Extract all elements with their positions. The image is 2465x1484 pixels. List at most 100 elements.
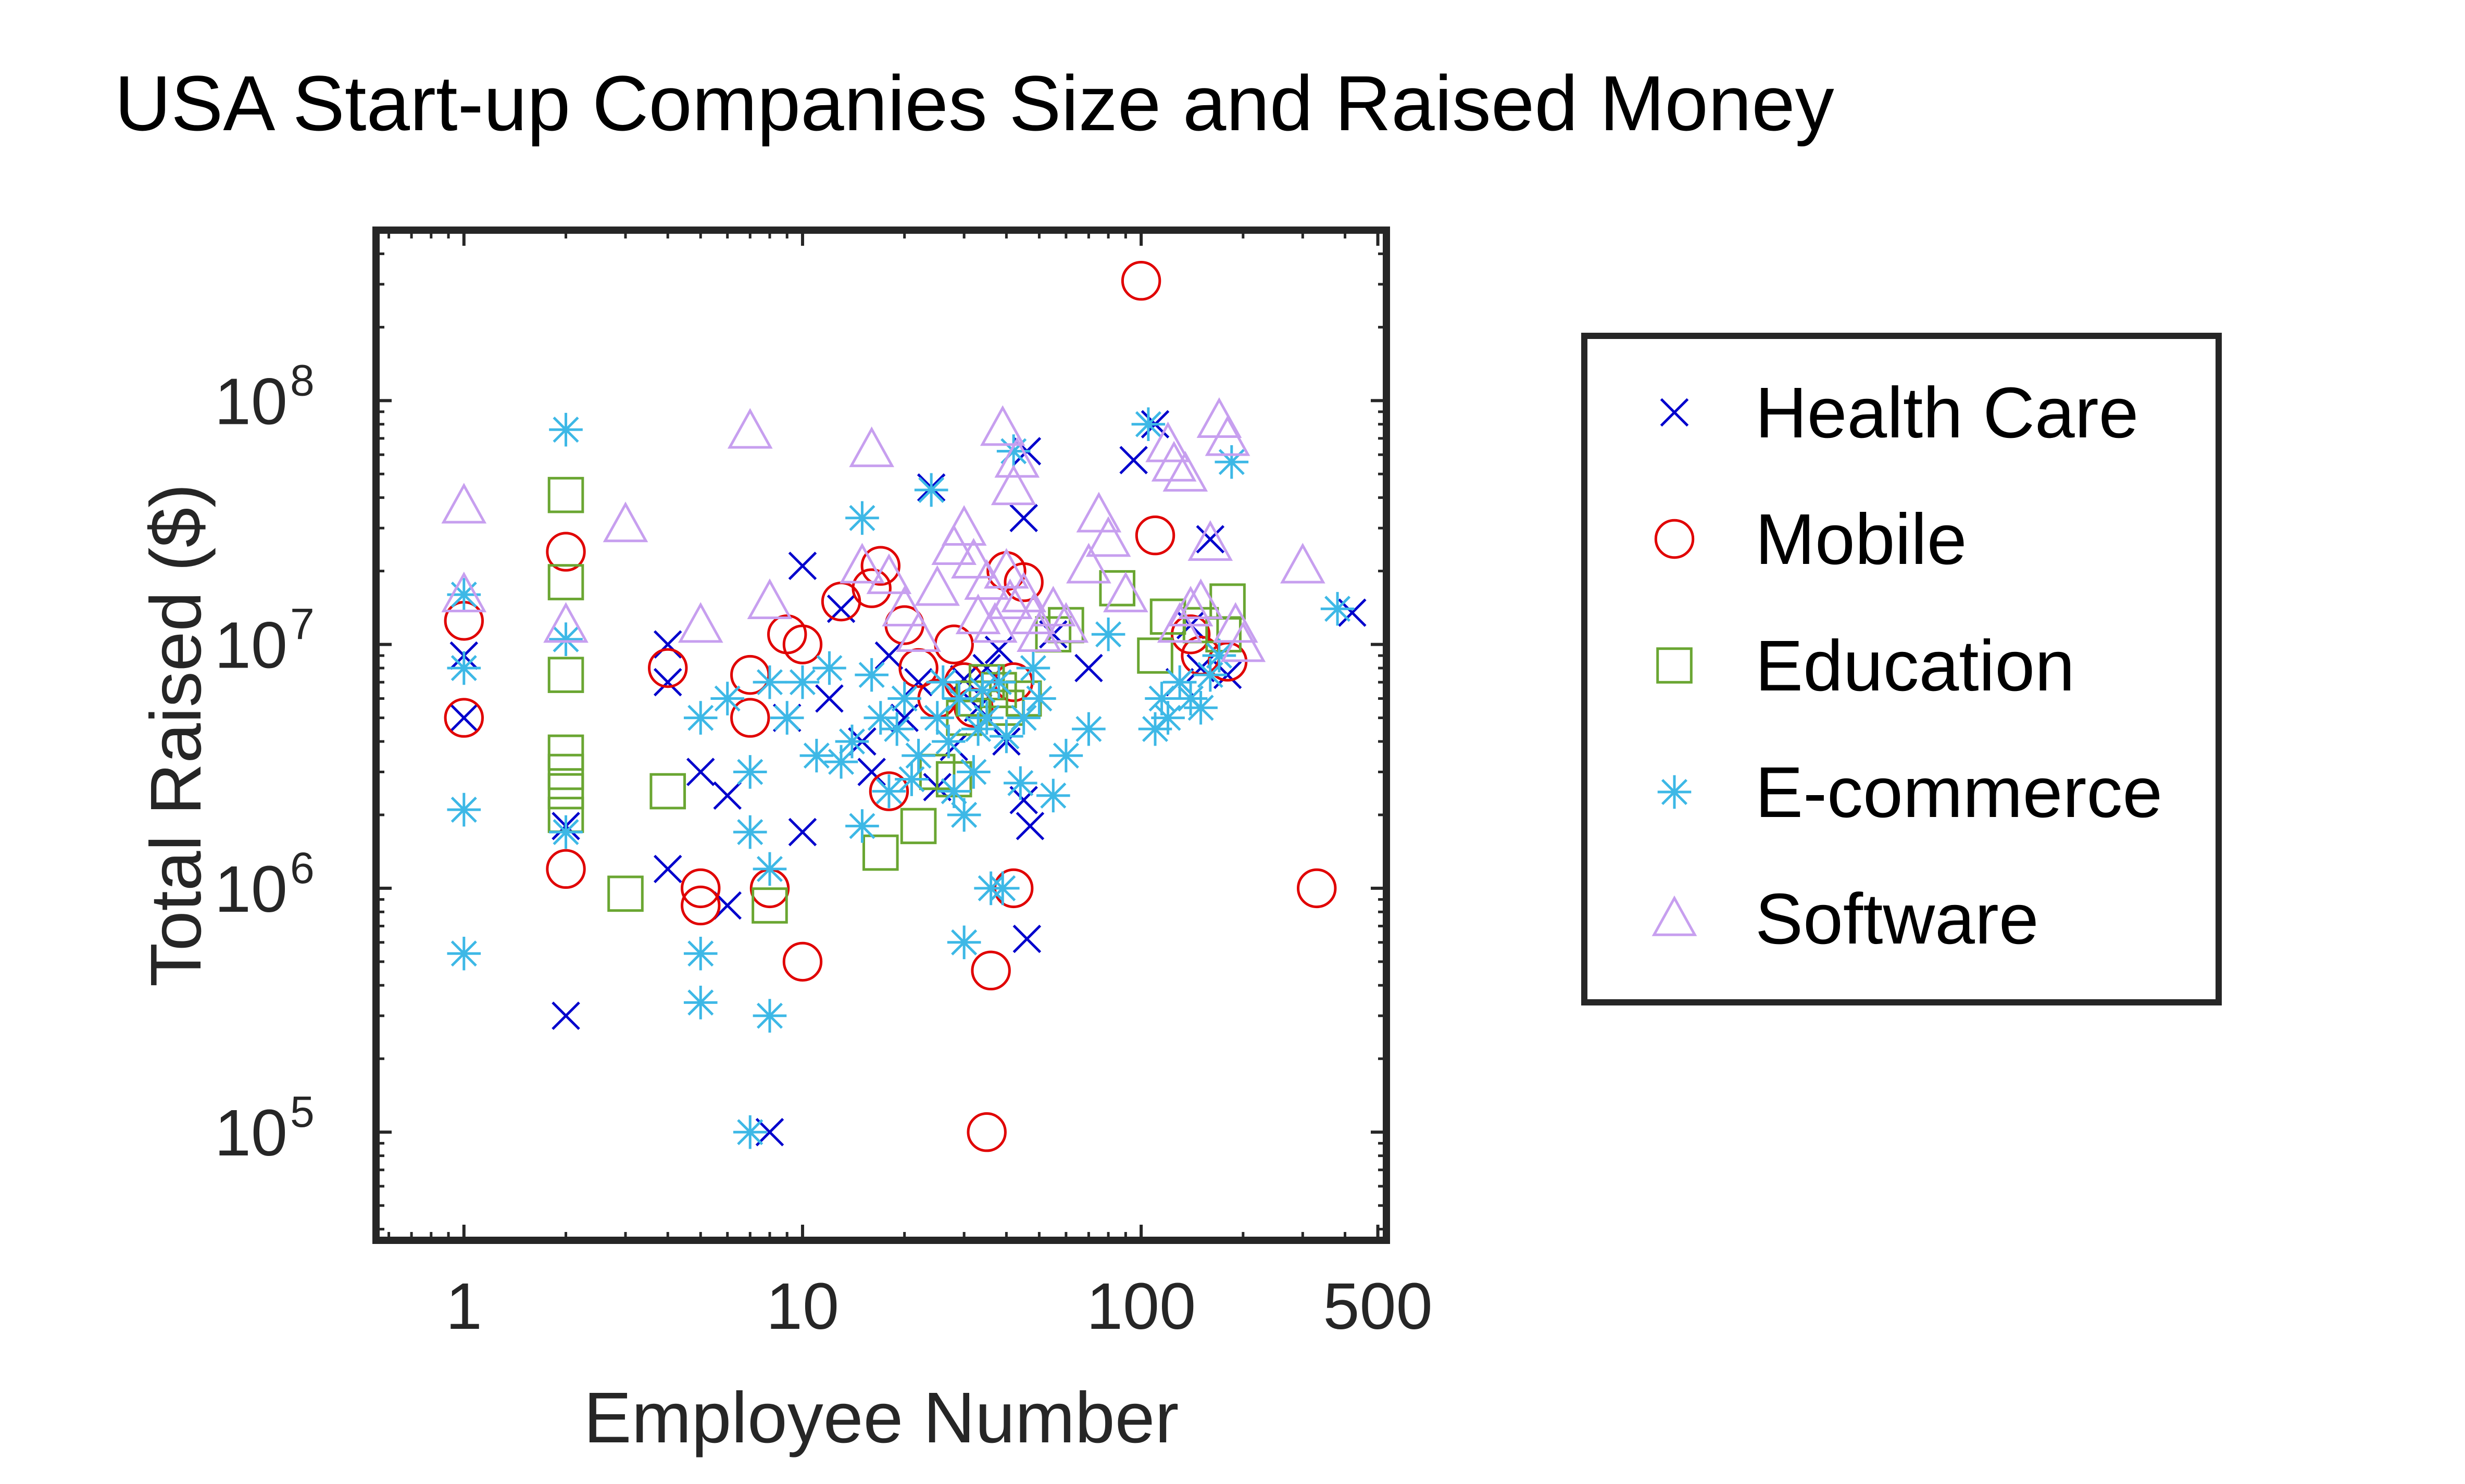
data-point [747, 578, 793, 619]
y-tick-label: 10 7 [215, 600, 315, 682]
data-point [733, 755, 767, 789]
data-point [904, 668, 933, 697]
data-point [972, 602, 1018, 643]
data-point [1066, 543, 1111, 584]
legend-label: Education [1755, 626, 2075, 706]
data-point [753, 999, 787, 1033]
data-point [1076, 492, 1122, 533]
data-point [1196, 397, 1242, 438]
data-point [869, 771, 909, 811]
data-point [546, 849, 586, 889]
data-point [1196, 525, 1225, 554]
data-point [991, 464, 1036, 506]
data-point [880, 712, 914, 746]
data-point [552, 1001, 580, 1030]
data-point [994, 437, 1040, 478]
data-point [1009, 786, 1038, 814]
data-point [964, 559, 1010, 600]
y-tick-base: 10 [215, 1096, 287, 1169]
legend-marker [1656, 647, 1693, 684]
data-point [874, 641, 904, 670]
legend-entry: Education [1656, 626, 2075, 706]
data-point [543, 602, 589, 643]
data-point [1074, 653, 1103, 683]
x-tick-label: 100 [1086, 1269, 1196, 1343]
data-point [449, 703, 479, 732]
data-point [549, 622, 583, 657]
y-tick-base: 10 [215, 852, 287, 926]
data-point [915, 565, 960, 606]
data-point [547, 657, 584, 693]
data-point [686, 758, 715, 786]
data-point [1085, 516, 1131, 557]
data-point [1297, 868, 1337, 909]
data-point [996, 434, 1031, 468]
legend-marker [1654, 519, 1695, 559]
data-point [1072, 712, 1106, 746]
data-point [547, 476, 584, 513]
data-point [1137, 637, 1173, 674]
data-point [1145, 421, 1191, 462]
data-point [770, 701, 804, 735]
legend-marker [1660, 398, 1689, 427]
data-point [849, 426, 895, 468]
data-point [1009, 504, 1038, 533]
data-point [1168, 585, 1213, 626]
y-tick-exponent: 6 [290, 844, 315, 892]
data-point [1016, 651, 1050, 685]
data-point [1016, 812, 1045, 840]
data-point [985, 871, 1020, 906]
data-point [862, 834, 899, 871]
data-point [990, 719, 1023, 753]
data-point [942, 682, 976, 715]
y-tick-label: 10 5 [215, 1087, 315, 1169]
data-point [1202, 638, 1236, 673]
data-point [852, 568, 892, 608]
data-point [681, 885, 721, 926]
legend-entry: Mobile [1654, 499, 1967, 580]
data-point [653, 854, 682, 884]
data-point [678, 602, 723, 643]
data-point [866, 553, 912, 594]
data-point [603, 501, 648, 543]
data-point [1151, 441, 1197, 482]
legend-label: Software [1755, 879, 2039, 959]
x-axis-label: Employee Number [584, 1378, 1179, 1458]
data-point [788, 551, 817, 580]
data-point [648, 648, 688, 688]
data-point [1030, 585, 1076, 626]
data-point [753, 665, 787, 699]
data-point [1119, 446, 1148, 474]
data-point [1151, 701, 1185, 735]
legend-entry: Health Care [1660, 373, 2138, 453]
data-point [845, 809, 879, 843]
data-point [733, 1115, 767, 1149]
data-point [967, 1112, 1007, 1152]
data-point [815, 684, 844, 713]
data-point [782, 624, 823, 664]
data-point [1012, 924, 1042, 953]
data-point [895, 762, 929, 796]
legend-label: Health Care [1755, 373, 2138, 453]
y-tick-label: 10 8 [215, 356, 315, 438]
data-point [727, 408, 773, 449]
data-point [982, 665, 1016, 699]
y-tick-base: 10 [215, 364, 287, 438]
data-point [1131, 407, 1166, 442]
data-point [547, 734, 584, 771]
legend-entry: Software [1651, 879, 2039, 959]
data-point [788, 818, 817, 847]
data-point [1036, 778, 1070, 813]
x-tick-label: 1 [446, 1269, 482, 1343]
data-point [683, 986, 718, 1020]
data-point [812, 651, 846, 685]
data-point [607, 875, 644, 912]
data-point [1162, 451, 1208, 492]
data-point [941, 505, 987, 546]
data-point [902, 738, 935, 773]
y-tick-base: 10 [215, 609, 287, 682]
data-point [1212, 602, 1258, 643]
data-point [1003, 766, 1037, 800]
data-point [947, 798, 981, 832]
y-axis-label: Total Raised ($) [136, 484, 216, 987]
